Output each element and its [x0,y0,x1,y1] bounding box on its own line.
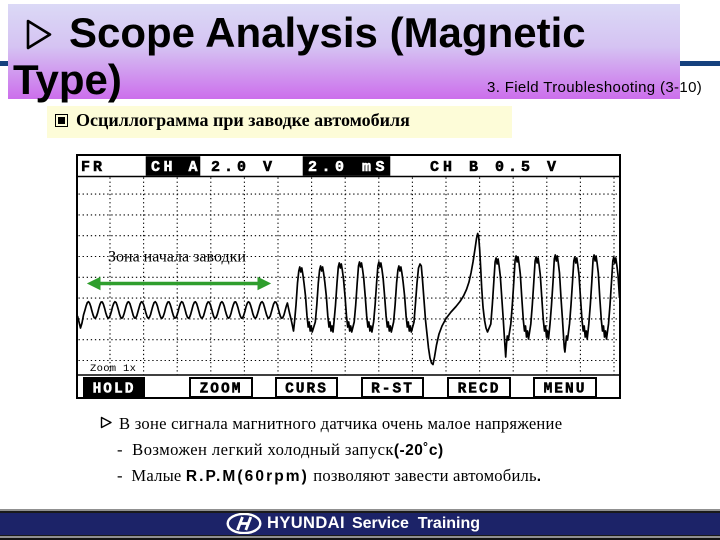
svg-text:2.0 mS: 2.0 mS [308,159,389,176]
svg-text:Зона начала заводки: Зона начала заводки [108,249,246,266]
svg-text:CH A: CH A [151,159,201,176]
svg-text:Zoom 1x: Zoom 1x [90,363,136,375]
svg-text:MENU: MENU [544,382,587,398]
svg-text:ZOOM: ZOOM [200,382,243,398]
svg-text:2.0 V: 2.0 V [211,159,276,176]
svg-text:CURS: CURS [285,382,328,398]
svg-text:HOLD: HOLD [93,382,136,398]
svg-text:RECD: RECD [458,382,501,398]
svg-text:R-ST: R-ST [371,382,414,398]
svg-text:CH B 0.5 V: CH B 0.5 V [430,159,560,176]
svg-text:FR: FR [81,159,105,176]
